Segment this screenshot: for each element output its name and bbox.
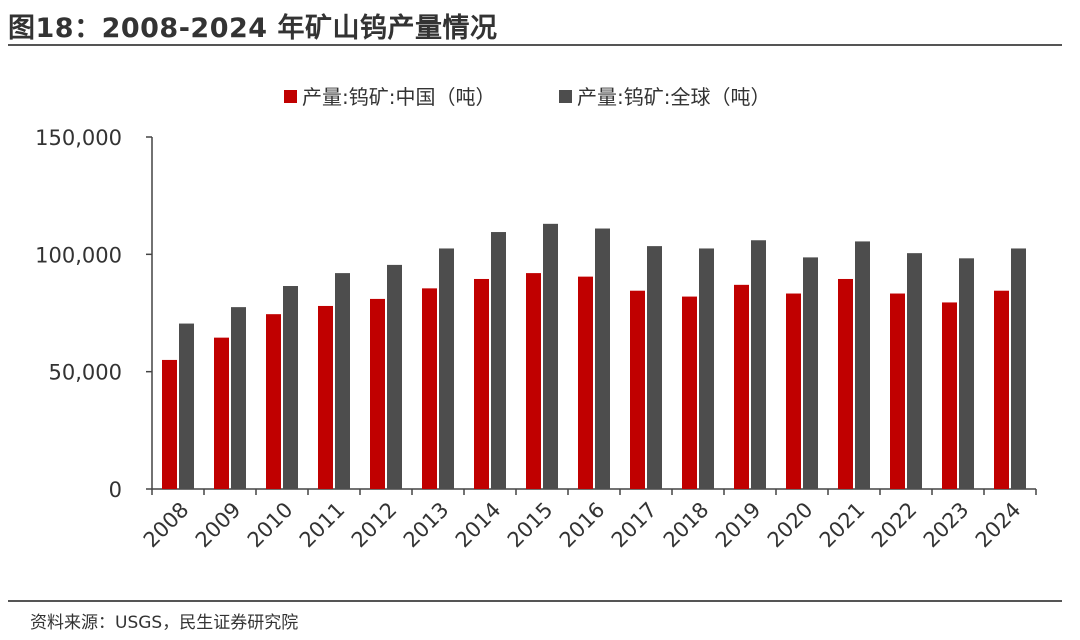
y-tick-label: 150,000 [35, 126, 122, 150]
x-tick-label: 2012 [347, 498, 402, 553]
bar-global-2021 [855, 241, 870, 489]
bar-china-2017 [630, 290, 645, 489]
x-tick-label: 2022 [867, 498, 922, 553]
y-tick-labels: 0 50,000 100,000 150,000 [35, 126, 122, 502]
bar-global-2019 [751, 240, 766, 489]
bar-global-2015 [543, 223, 558, 489]
bar-china-2013 [422, 288, 437, 489]
x-tick-label: 2015 [503, 498, 558, 553]
bar-china-2019 [734, 284, 749, 489]
bar-china-2018 [682, 296, 697, 489]
bar-global-2022 [907, 253, 922, 489]
bar-china-2010 [266, 314, 281, 489]
source-note: 资料来源：USGS，民生证券研究院 [30, 613, 299, 633]
footer-divider [8, 600, 1062, 602]
y-tick-label: 0 [109, 478, 122, 502]
bars [162, 223, 1026, 490]
bar-global-2010 [283, 286, 298, 489]
y-tick-label: 100,000 [35, 243, 122, 267]
x-tick-label: 2021 [815, 498, 870, 553]
x-tick-label: 2020 [763, 498, 818, 553]
bar-global-2013 [439, 248, 454, 489]
x-tick-label: 2013 [399, 498, 454, 553]
bar-china-2016 [578, 276, 593, 489]
x-tick-label: 2017 [607, 498, 662, 553]
chart-title: 图18：2008-2024 年矿山钨产量情况 [8, 13, 498, 44]
bar-china-2008 [162, 359, 177, 489]
bar-china-2023 [942, 302, 957, 489]
x-tick-label: 2023 [919, 498, 974, 553]
x-tick-label: 2019 [711, 498, 766, 553]
bar-global-2024 [1011, 248, 1026, 489]
bar-global-2009 [231, 307, 246, 489]
x-tick-label: 2009 [191, 498, 246, 553]
legend-label-china: 产量:钨矿:中国（吨） [302, 85, 495, 109]
bar-china-2022 [890, 293, 905, 489]
bar-china-2011 [318, 305, 333, 489]
bar-global-2020 [803, 257, 818, 489]
bar-global-2017 [647, 246, 662, 489]
bar-global-2018 [699, 248, 714, 489]
x-tick-label: 2014 [451, 498, 506, 553]
legend-swatch-global [559, 90, 572, 103]
x-tick-label: 2024 [971, 498, 1026, 553]
bar-chart: 产量:钨矿:中国（吨） 产量:钨矿:全球（吨） 0 50,000 100,000 150… [35, 85, 1037, 553]
bar-china-2020 [786, 293, 801, 489]
bar-china-2009 [214, 337, 229, 489]
bar-global-2008 [179, 323, 194, 489]
x-tick-labels: 2008200920102011201220132014201520162017… [139, 498, 1026, 553]
x-tick-label: 2011 [295, 498, 350, 553]
x-tick-label: 2016 [555, 498, 610, 553]
axes [146, 136, 1037, 495]
bar-global-2012 [387, 264, 402, 489]
legend: 产量:钨矿:中国（吨） 产量:钨矿:全球（吨） [284, 85, 770, 109]
bar-global-2011 [335, 273, 350, 489]
bar-china-2021 [838, 278, 853, 489]
bar-china-2024 [994, 290, 1009, 489]
x-tick-label: 2008 [139, 498, 194, 553]
bar-global-2023 [959, 258, 974, 489]
bar-global-2014 [491, 232, 506, 490]
y-tick-label: 50,000 [49, 361, 122, 385]
bar-china-2012 [370, 298, 385, 489]
x-tick-label: 2018 [659, 498, 714, 553]
bar-china-2014 [474, 278, 489, 489]
bar-china-2015 [526, 273, 541, 489]
bar-global-2016 [595, 228, 610, 489]
legend-swatch-china [284, 90, 297, 103]
title-divider [8, 44, 1062, 46]
x-tick-label: 2010 [243, 498, 298, 553]
legend-label-global: 产量:钨矿:全球（吨） [577, 85, 770, 109]
